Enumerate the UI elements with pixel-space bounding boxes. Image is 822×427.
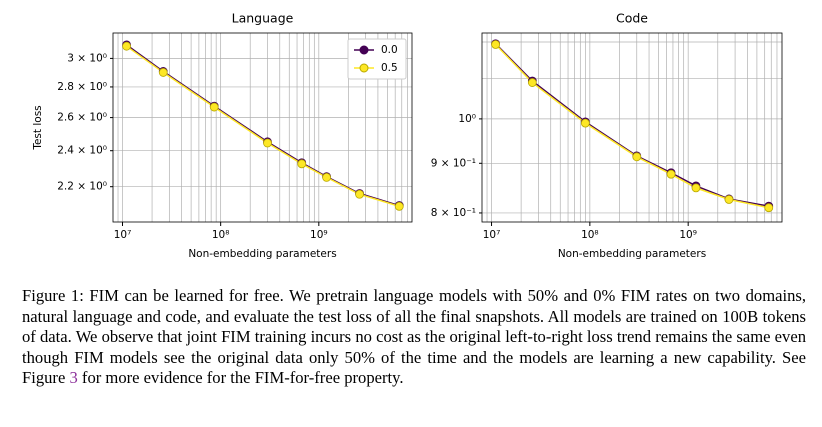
point bbox=[158, 68, 168, 77]
x-tick-label: 10⁷ bbox=[114, 229, 132, 241]
point bbox=[580, 118, 590, 128]
y-tick-label: 2.6 × 10⁰ bbox=[57, 112, 107, 124]
figure-link[interactable]: 3 bbox=[69, 368, 78, 388]
series-line bbox=[126, 45, 400, 208]
point bbox=[764, 203, 774, 213]
axes-frame bbox=[481, 32, 783, 223]
y-axis-label: Test loss bbox=[32, 105, 44, 150]
point bbox=[527, 78, 537, 87]
point bbox=[355, 189, 364, 199]
x-axis-label: Non-embedding parameters bbox=[558, 248, 706, 260]
x-tick-label: 10⁸ bbox=[581, 229, 599, 241]
y-tick-label: 2.2 × 10⁰ bbox=[57, 181, 107, 193]
x-axis-label: Non-embedding parameters bbox=[188, 248, 336, 260]
point bbox=[297, 159, 307, 169]
point bbox=[724, 195, 734, 204]
legend-marker bbox=[359, 63, 369, 73]
axes-frame bbox=[112, 32, 413, 223]
point bbox=[691, 183, 701, 193]
caption-text: Figure 1: FIM can be learned for free. W… bbox=[22, 286, 806, 388]
chart-title: Code bbox=[616, 11, 648, 26]
caption-tail: for more evidence for the FIM-for-free p… bbox=[77, 368, 404, 388]
point bbox=[491, 40, 500, 49]
y-tick-label: 3 × 10⁰ bbox=[67, 52, 107, 64]
series-line bbox=[495, 43, 769, 207]
figure: 10⁷ 10⁸ 10⁹ 2.2 × 10⁰ 2.4 × 10⁰ 2.6 × 10⁰ 2.8 … bbox=[32, 11, 783, 260]
point bbox=[263, 138, 272, 148]
x-tick-label: 10⁹ bbox=[679, 229, 697, 241]
point bbox=[209, 102, 219, 112]
y-tick-label: 10⁰ bbox=[458, 113, 476, 125]
point bbox=[666, 169, 676, 179]
legend-label: 0.0 bbox=[381, 44, 398, 56]
series-line bbox=[495, 43, 769, 209]
point bbox=[394, 201, 404, 211]
y-tick-label: 2.8 × 10⁰ bbox=[57, 81, 107, 93]
y-tick-label: 8 × 10⁻¹ bbox=[431, 207, 476, 219]
point bbox=[122, 41, 131, 51]
chart-title: Language bbox=[232, 11, 294, 26]
point bbox=[632, 152, 642, 162]
x-tick-label: 10⁸ bbox=[212, 229, 230, 241]
y-tick-label: 9 × 10⁻¹ bbox=[431, 157, 476, 169]
caption: Figure 1: FIM can be learned for free. W… bbox=[22, 286, 806, 389]
x-tick-label: 10⁹ bbox=[310, 229, 328, 241]
point bbox=[322, 172, 331, 182]
legend-marker bbox=[359, 45, 369, 55]
legend-label: 0.5 bbox=[381, 62, 398, 74]
x-tick-label: 10⁷ bbox=[483, 229, 501, 241]
y-tick-label: 2.4 × 10⁰ bbox=[57, 145, 107, 157]
